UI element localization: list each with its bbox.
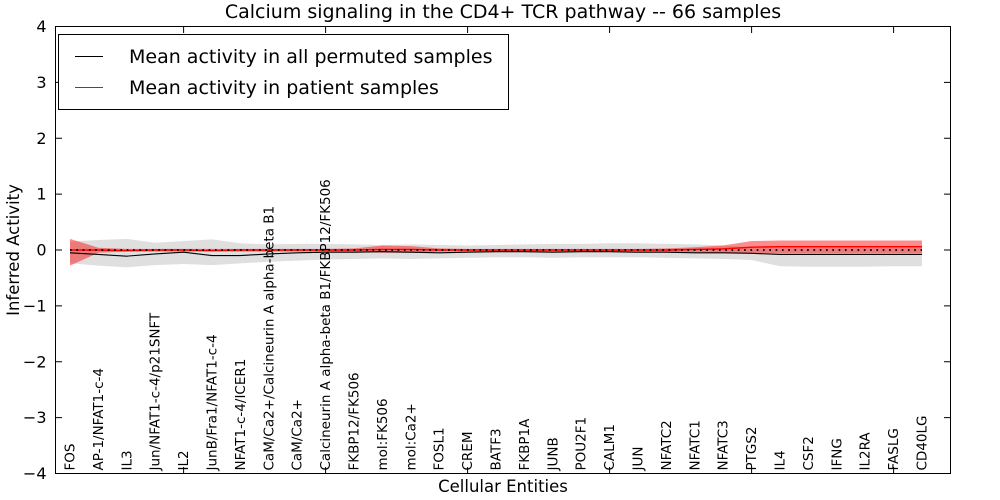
entity-label: NFAT1-c-4/ICER1 bbox=[233, 359, 249, 471]
entity-label: IL4 bbox=[773, 450, 789, 470]
entity-label: Calcineurin A alpha-beta B1/FKBP12/FK506 bbox=[318, 179, 334, 470]
entity-label: FOSL1 bbox=[432, 427, 448, 470]
legend-label-patient: Mean activity in patient samples bbox=[129, 76, 439, 99]
y-tick-label: 4 bbox=[36, 17, 46, 36]
entity-label: mol:Ca2+ bbox=[403, 403, 419, 470]
entity-label: CALM1 bbox=[602, 424, 618, 470]
entity-label: NFATC2 bbox=[659, 420, 675, 470]
entity-label: Jun/NFAT1-c-4/p21SNFT bbox=[148, 312, 164, 472]
entity-label: IL2 bbox=[176, 450, 192, 470]
patient-mean-line bbox=[70, 245, 922, 252]
entity-label: FKBP1A bbox=[517, 418, 533, 471]
entity-label: CaM/Ca2+/Calcineurin A alpha-beta B1 bbox=[261, 206, 277, 471]
y-tick-label: −1 bbox=[23, 296, 47, 315]
entity-label: JUNB bbox=[545, 437, 561, 471]
y-tick-label: −3 bbox=[23, 408, 47, 427]
entity-label: CD40LG bbox=[915, 416, 931, 471]
entity-label: mol:FK506 bbox=[375, 398, 391, 470]
patient-line-swatch bbox=[75, 87, 103, 88]
legend-item-patient: Mean activity in patient samples bbox=[62, 72, 492, 103]
entity-label: PTGS2 bbox=[744, 426, 760, 470]
entity-label: CaM/Ca2+ bbox=[290, 399, 306, 471]
legend-label-permuted: Mean activity in all permuted samples bbox=[129, 45, 493, 68]
entity-label: CREM bbox=[460, 432, 476, 471]
entity-label: FASLG bbox=[886, 428, 902, 470]
permuted-mean-line bbox=[69, 251, 922, 257]
entity-label: FOS bbox=[63, 444, 79, 471]
chart-title: Calcium signaling in the CD4+ TCR pathwa… bbox=[224, 1, 782, 23]
entity-label: NFATC1 bbox=[687, 420, 703, 470]
legend: Mean activity in all permuted samples Me… bbox=[58, 34, 510, 110]
y-tick-label: −2 bbox=[23, 352, 47, 371]
y-tick-label: −4 bbox=[23, 464, 47, 483]
permuted-line-swatch bbox=[75, 56, 103, 57]
entity-label: NFATC3 bbox=[716, 420, 732, 470]
entity-label: IL3 bbox=[119, 450, 135, 470]
entity-label: IL2RA bbox=[858, 432, 874, 471]
y-tick-label: 0 bbox=[36, 241, 46, 260]
entity-label: BATF3 bbox=[489, 428, 505, 470]
entity-label: JunB/Fra1/NFAT1-c-4 bbox=[205, 334, 221, 471]
y-tick-label: 1 bbox=[36, 185, 46, 204]
entity-label: FKBP12/FK506 bbox=[347, 372, 363, 470]
patient-confidence-band bbox=[70, 238, 922, 266]
legend-item-permuted: Mean activity in all permuted samples bbox=[62, 41, 492, 72]
y-tick-label: 3 bbox=[36, 73, 46, 92]
permuted-confidence-band bbox=[70, 238, 922, 268]
entity-label: JUN bbox=[631, 447, 647, 472]
entity-label: AP-1/NFAT1-c-4 bbox=[91, 368, 107, 471]
entity-label: IFNG bbox=[829, 438, 845, 470]
x-axis-label: Cellular Entities bbox=[438, 477, 568, 496]
y-axis-label: Inferred Activity bbox=[4, 184, 23, 316]
y-tick-label: 2 bbox=[36, 129, 46, 148]
entity-label: CSF2 bbox=[801, 436, 817, 470]
entity-label: POU2F1 bbox=[574, 417, 590, 471]
